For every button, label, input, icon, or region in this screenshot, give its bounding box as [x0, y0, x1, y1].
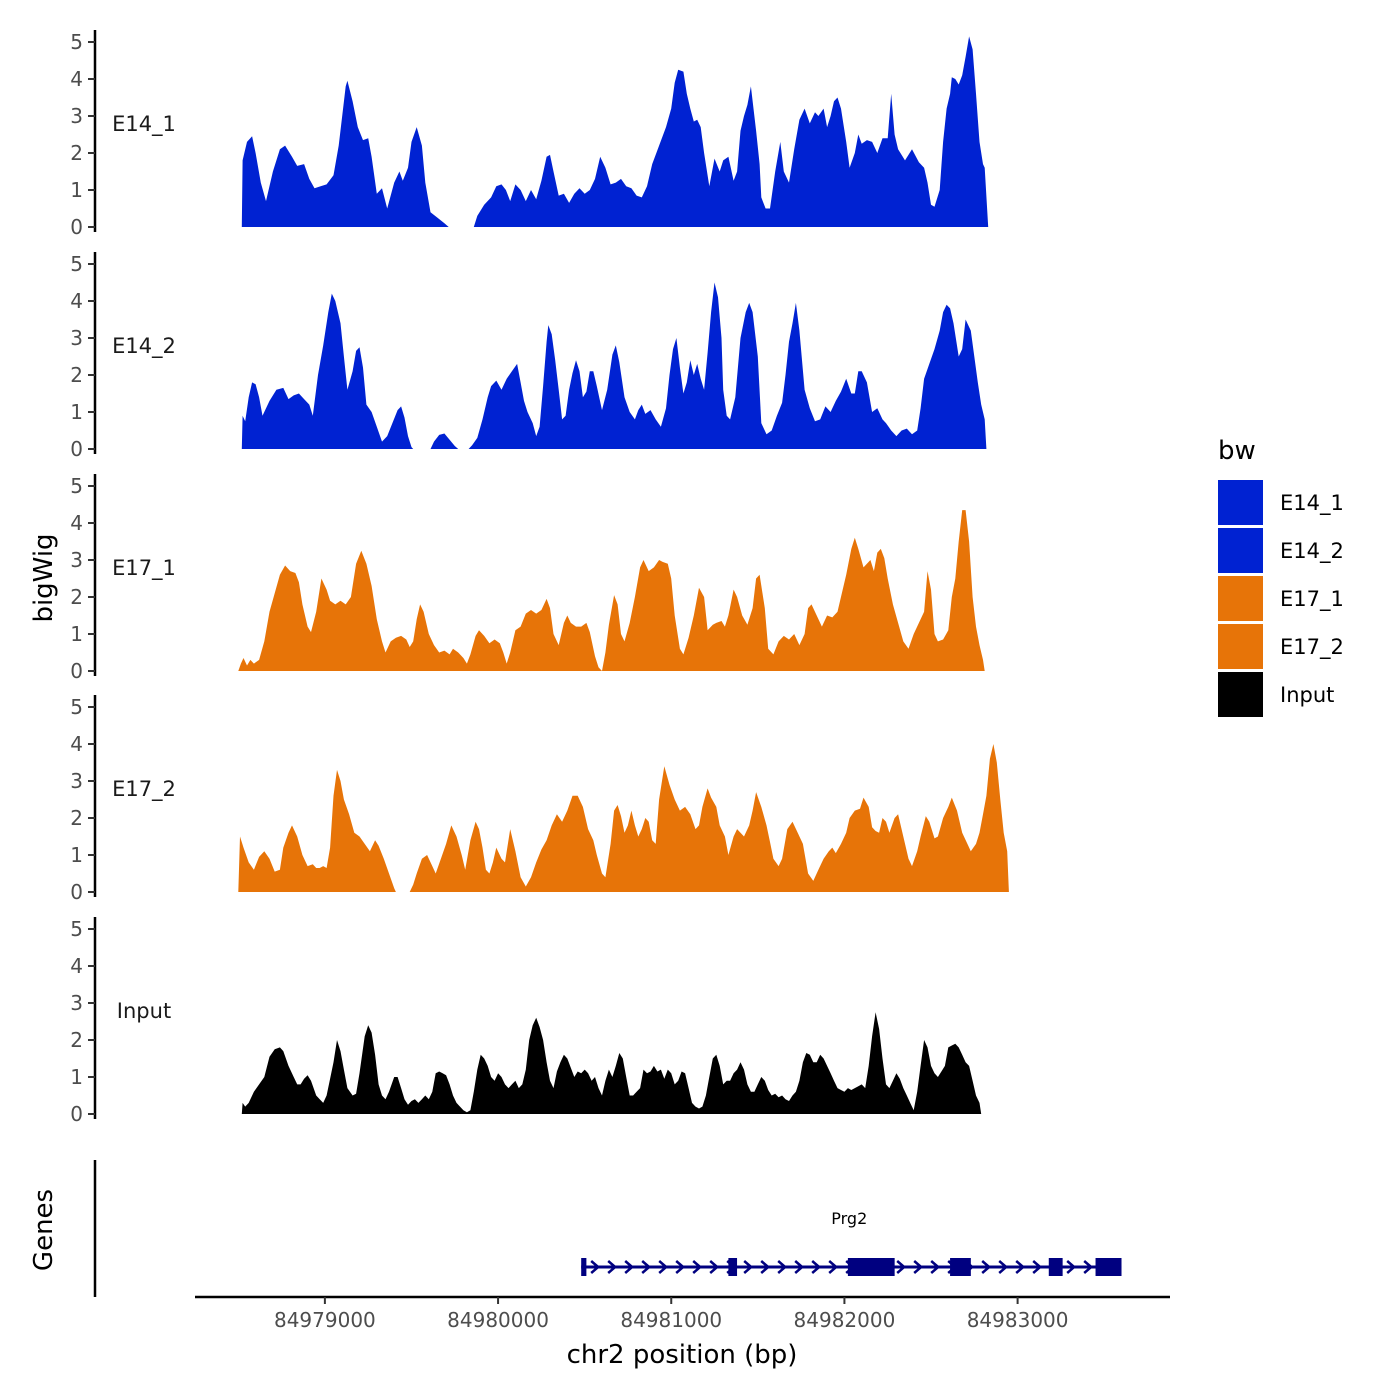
y-tick-label: 2	[70, 141, 83, 165]
x-tick-label: 84979000	[274, 1308, 376, 1332]
strand-arrow	[760, 1260, 771, 1274]
y-tick-label: 4	[70, 511, 83, 535]
strand-arrow	[811, 1260, 822, 1274]
strand-arrow	[692, 1260, 703, 1274]
area-E17_2	[238, 744, 1009, 892]
strand-arrow	[641, 1260, 652, 1274]
track-label-E14_1: E14_1	[112, 112, 176, 137]
legend-label-E17_2: E17_2	[1280, 635, 1344, 660]
track-label-E17_1: E17_1	[112, 556, 176, 581]
strand-arrow	[709, 1260, 720, 1274]
y-tick-label: 5	[70, 252, 83, 276]
strand-arrow	[607, 1260, 618, 1274]
strand-arrow	[794, 1260, 805, 1274]
legend-swatch-E17_2	[1218, 624, 1263, 669]
y-tick-label: 0	[70, 1102, 83, 1126]
track-label-Input: Input	[117, 999, 171, 1023]
legend: bw E14_1 E14_2 E17_1 E17_2 Input	[1218, 436, 1344, 717]
legend-title: bw	[1218, 436, 1256, 466]
strand-arrow	[896, 1260, 907, 1274]
track-E14_2: 0 1 2 3 4 5 E14_2	[70, 252, 987, 461]
area-Input	[241, 1012, 982, 1114]
bigwig-tracks: 0 1 2 3 4 5 E14_1 0 1 2 3 4 5 E14_2 0 1 2 3 4 5 E17_1 0 1 2 3 4 5 E…	[70, 30, 1009, 1126]
track-label-E17_2: E17_2	[112, 777, 176, 802]
strand-arrow	[658, 1260, 669, 1274]
area-E17_1	[238, 510, 985, 671]
strand-arrow	[981, 1260, 992, 1274]
y-tick-label: 1	[70, 843, 83, 867]
legend-label-E14_1: E14_1	[1280, 491, 1344, 516]
y-tick-label: 1	[70, 622, 83, 646]
strand-arrow	[913, 1260, 924, 1274]
track-label-E14_2: E14_2	[112, 334, 176, 359]
track-E17_2: 0 1 2 3 4 5 E17_2	[70, 695, 1009, 904]
y-tick-label: 2	[70, 806, 83, 830]
strand-arrow	[1083, 1260, 1094, 1274]
x-axis-title: chr2 position (bp)	[567, 1340, 798, 1370]
genes-panel: Prg2	[93, 1160, 1122, 1297]
gene-exon	[1048, 1258, 1063, 1276]
y-tick-label: 1	[70, 1065, 83, 1089]
strand-arrow	[1032, 1260, 1043, 1274]
legend-label-E14_2: E14_2	[1280, 539, 1344, 564]
gene-exon	[581, 1258, 587, 1276]
area-E14_1	[241, 36, 989, 228]
y-tick-label: 0	[70, 659, 83, 683]
y-tick-label: 4	[70, 954, 83, 978]
y-tick-label: 4	[70, 67, 83, 91]
strand-arrow	[777, 1260, 788, 1274]
x-tick-label: 84983000	[967, 1308, 1069, 1332]
area-E14_2	[241, 282, 987, 449]
legend-swatch-E14_1	[1218, 480, 1263, 525]
strand-arrow	[743, 1260, 754, 1274]
legend-swatch-Input	[1218, 672, 1263, 717]
strand-arrow	[675, 1260, 686, 1274]
gene-exon	[950, 1258, 971, 1276]
y-tick-label: 3	[70, 548, 83, 572]
gene-label: Prg2	[831, 1209, 867, 1228]
y-tick-label: 2	[70, 363, 83, 387]
track-E17_1: 0 1 2 3 4 5 E17_1	[70, 474, 985, 683]
y-tick-label: 2	[70, 1028, 83, 1052]
track-E14_1: 0 1 2 3 4 5 E14_1	[70, 30, 989, 239]
y-axis-title: bigWig	[29, 533, 59, 622]
y-tick-label: 2	[70, 585, 83, 609]
legend-swatch-E17_1	[1218, 576, 1263, 621]
legend-swatch-E14_2	[1218, 528, 1263, 573]
y-tick-label: 5	[70, 30, 83, 54]
y-tick-label: 3	[70, 104, 83, 128]
y-tick-label: 3	[70, 991, 83, 1015]
y-tick-label: 1	[70, 178, 83, 202]
legend-label-Input: Input	[1280, 683, 1334, 707]
strand-arrow	[590, 1260, 601, 1274]
y-tick-label: 1	[70, 400, 83, 424]
y-tick-label: 5	[70, 474, 83, 498]
strand-arrow	[930, 1260, 941, 1274]
y-tick-label: 0	[70, 437, 83, 461]
strand-arrow	[998, 1260, 1009, 1274]
gene-exon	[1095, 1258, 1122, 1276]
x-tick-label: 84980000	[447, 1308, 549, 1332]
strand-arrow	[624, 1260, 635, 1274]
gene-exon	[728, 1258, 738, 1276]
y-tick-label: 3	[70, 326, 83, 350]
strand-arrow	[828, 1260, 839, 1274]
track-Input: 0 1 2 3 4 5 Input	[70, 917, 982, 1126]
strand-arrow	[1066, 1260, 1077, 1274]
y-tick-label: 3	[70, 769, 83, 793]
y-tick-label: 5	[70, 695, 83, 719]
y-tick-label: 4	[70, 732, 83, 756]
y-tick-label: 5	[70, 917, 83, 941]
y-tick-label: 0	[70, 880, 83, 904]
x-tick-label: 84982000	[794, 1308, 896, 1332]
x-axis: 84979000 84980000 84981000 84982000 84983000	[195, 1295, 1170, 1332]
y-tick-label: 4	[70, 289, 83, 313]
legend-label-E17_1: E17_1	[1280, 587, 1344, 612]
strand-arrow	[1015, 1260, 1026, 1274]
gene-exon	[847, 1258, 895, 1276]
x-tick-label: 84981000	[620, 1308, 722, 1332]
y-tick-label: 0	[70, 215, 83, 239]
genes-axis-title: Genes	[29, 1189, 59, 1271]
